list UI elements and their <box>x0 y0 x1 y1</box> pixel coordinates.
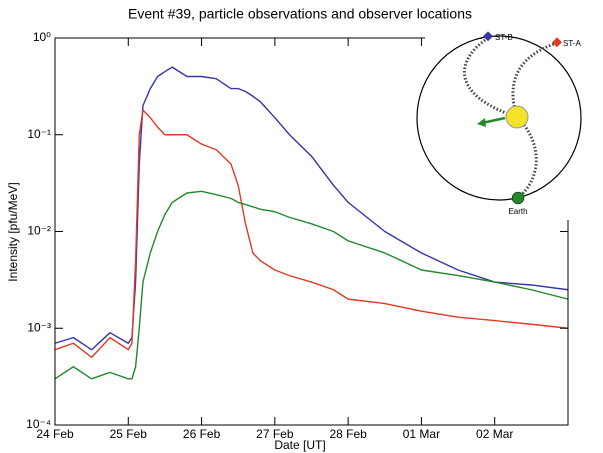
x-tick-label: 02 Mar <box>476 427 513 441</box>
y-tick-label: 10⁻² <box>27 224 51 238</box>
spiral-earth <box>515 115 538 200</box>
series-line <box>54 190 569 380</box>
inset-label: ST-B <box>495 33 513 42</box>
y-tick-label: 10⁰ <box>33 30 51 44</box>
arrow-head <box>477 118 486 127</box>
y-tick-label: 10⁻⁴ <box>26 417 51 431</box>
x-tick-label: 25 Feb <box>110 427 148 441</box>
sun <box>505 105 529 129</box>
earth-marker <box>511 191 525 205</box>
spiral-st-a <box>511 41 558 118</box>
inset-diagram: ST-B ST-A Earth <box>416 30 582 220</box>
plot-area: 10⁻⁴ 10⁻³ 10⁻² 10⁻¹ 10⁰ 24 Feb 25 Feb 26 Feb 27 … <box>26 30 569 441</box>
x-tick-label: 26 Feb <box>183 427 221 441</box>
x-tick-label: 27 Feb <box>256 427 294 441</box>
y-tick-label: 10⁻¹ <box>27 127 51 141</box>
inset-label: ST-A <box>563 39 581 48</box>
spiral-st-b <box>463 36 518 119</box>
x-tick-label: 24 Feb <box>36 427 74 441</box>
y-axis-label: Intensity [pfu/MeV] <box>6 182 20 281</box>
inset-label: Earth <box>508 207 527 216</box>
x-tick-label: 01 Mar <box>403 427 440 441</box>
x-tick-label: 28 Feb <box>329 427 367 441</box>
y-tick-label: 10⁻³ <box>27 320 51 334</box>
series-line <box>54 109 569 359</box>
inset-background <box>425 30 573 220</box>
x-axis-label: Date [UT] <box>274 438 325 452</box>
st-a-marker <box>552 37 562 48</box>
chart-title: Event #39, particle observations and obs… <box>128 6 472 22</box>
direction-arrow <box>481 116 506 125</box>
orbit-circle <box>416 35 582 201</box>
